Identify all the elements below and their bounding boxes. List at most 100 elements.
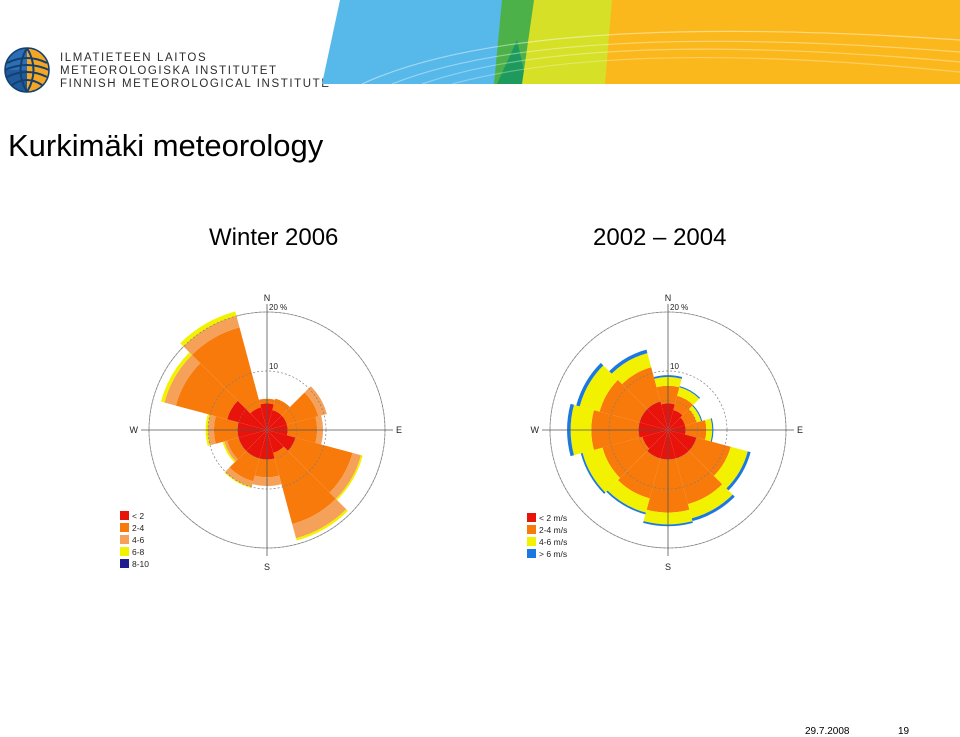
compass-label-e: E — [396, 425, 402, 435]
rose-wedge-90-bin-3 — [710, 418, 714, 442]
rose-wedge-240-bin-2 — [224, 440, 238, 462]
chart-right-subtitle: 2002 – 2004 — [593, 224, 727, 251]
rose-wedge-150-bin-2 — [292, 498, 347, 539]
compass-label-w: W — [531, 425, 540, 435]
rose-wedge-240-bin-3 — [222, 441, 236, 463]
rose-wedge-150-bin-1 — [675, 450, 723, 505]
rose-wedge-300-bin-2 — [579, 365, 618, 412]
rose-wedge-0-bin-3 — [653, 375, 683, 379]
rose-wedge-330-bin-0 — [250, 407, 267, 430]
rose-wedge-150-bin-3 — [296, 509, 348, 541]
radial-tick-label-10: 10 — [269, 362, 278, 371]
rose-wedge-300-bin-3 — [160, 352, 192, 403]
rose-wedge-120-bin-3 — [726, 451, 751, 491]
rose-wedge-300-bin-0 — [639, 409, 668, 430]
rose-wedge-330-bin-2 — [611, 353, 652, 385]
legend-label-3: > 6 m/s — [539, 549, 567, 559]
rose-wedge-150-bin-1 — [273, 446, 336, 525]
rose-wedge-120-bin-2 — [329, 452, 362, 499]
legend-swatch-2 — [527, 537, 536, 546]
rose-wedge-120-bin-1 — [688, 437, 731, 476]
rose-wedge-300-bin-1 — [599, 379, 648, 423]
legend-swatch-2 — [120, 535, 129, 544]
rose-wedge-240-bin-0 — [238, 430, 267, 451]
rose-wedge-300-bin-3 — [576, 362, 604, 407]
radial-tick-label-10: 10 — [670, 362, 679, 371]
compass-label-e: E — [797, 425, 803, 435]
rose-wedge-210-bin-0 — [647, 430, 668, 459]
org-name-finnish: ILMATIETEEN LAITOS — [60, 52, 208, 64]
rose-wedge-240-bin-1 — [227, 437, 247, 460]
rose-wedge-210-bin-2 — [225, 467, 254, 487]
rose-wedge-30-bin-1 — [673, 395, 694, 416]
rose-wedge-330-bin-1 — [191, 327, 261, 414]
compass-label-n: N — [665, 293, 672, 303]
rose-wedge-150-bin-2 — [687, 484, 733, 519]
compass-label-s: S — [665, 562, 671, 572]
rose-wedge-120-bin-0 — [668, 430, 697, 451]
footer-date: 29.7.2008 — [805, 726, 850, 737]
legend-label-2: 4-6 — [132, 535, 145, 545]
legend-swatch-3 — [527, 549, 536, 558]
rose-wedge-210-bin-1 — [229, 450, 260, 482]
rose-wedge-60-bin-2 — [304, 386, 327, 417]
header: ILMATIETEEN LAITOS METEOROLOGISKA INSTIT… — [0, 0, 960, 100]
rose-wedge-120-bin-1 — [287, 437, 353, 493]
rose-wedge-30-bin-0 — [668, 410, 683, 430]
rose-wedge-60-bin-3 — [692, 404, 703, 422]
rose-wedge-240-bin-1 — [602, 436, 650, 478]
rose-wedge-30-bin-0 — [267, 410, 282, 430]
rose-wedge-30-bin-3 — [679, 386, 701, 399]
rose-wedge-300-bin-1 — [175, 363, 238, 420]
rose-wedge-240-bin-3 — [580, 452, 606, 494]
rose-wedge-240-bin-0 — [642, 430, 668, 449]
radial-tick-label-20: 20 % — [269, 303, 287, 312]
org-name-swedish: METEOROLOGISKA INSTITUTET — [60, 65, 278, 77]
org-name-english: FINNISH METEOROLOGICAL INSTITUTE — [60, 78, 331, 90]
compass-label-s: S — [264, 562, 270, 572]
rose-wedge-210-bin-1 — [617, 450, 661, 499]
rose-wedge-330-bin-1 — [622, 367, 661, 410]
rose-wedge-330-bin-2 — [183, 316, 240, 355]
rose-wedge-210-bin-3 — [224, 471, 252, 489]
slide-title: Kurkimäki meteorology — [8, 128, 324, 163]
rose-wedge-300-bin-0 — [227, 400, 267, 430]
legend-label-4: 8-10 — [132, 559, 149, 569]
rose-wedge-60-bin-0 — [267, 415, 287, 430]
rose-wedge-120-bin-2 — [713, 446, 748, 489]
header-color-banner — [322, 0, 960, 84]
fmi-globe-logo-icon — [4, 47, 50, 93]
rose-wedge-120-bin-0 — [267, 430, 296, 451]
legend-label-1: 2-4 — [132, 523, 145, 533]
chart-left-subtitle: Winter 2006 — [209, 224, 339, 251]
radial-tick-label-20: 20 % — [670, 303, 688, 312]
compass-label-n: N — [264, 293, 271, 303]
legend-label-0: < 2 m/s — [539, 513, 567, 523]
legend-swatch-4 — [120, 559, 129, 568]
legend-swatch-0 — [120, 511, 129, 520]
legend-swatch-0 — [527, 513, 536, 522]
rose-wedge-300-bin-2 — [164, 354, 201, 406]
rose-wedge-60-bin-2 — [688, 405, 702, 423]
rose-wedge-150-bin-3 — [691, 494, 735, 522]
footer-page-number: 19 — [898, 726, 910, 737]
wind-rose-2002-2004: N E S W 10 20 % < 2 m/s 2-4 m/s 4-6 m/s > 6 m/s — [527, 293, 803, 572]
wind-rose-winter-2006: N E S W 10 20 % < 2 2-4 4-6 6-8 8-10 — [120, 293, 402, 572]
legend-label-2: 4-6 m/s — [539, 537, 567, 547]
rose-wedge-210-bin-3 — [606, 490, 646, 515]
rose-wedge-330-bin-3 — [180, 311, 237, 347]
rose-wedge-150-bin-0 — [267, 430, 284, 453]
rose-wedge-30-bin-2 — [677, 387, 700, 405]
rose-wedge-330-bin-3 — [609, 349, 648, 374]
rose-wedge-180-bin-3 — [643, 521, 693, 527]
legend-swatch-1 — [120, 523, 129, 532]
compass-label-w: W — [130, 425, 139, 435]
rose-wedge-60-bin-1 — [680, 409, 697, 426]
rose-wedge-240-bin-2 — [582, 447, 621, 493]
rose-wedge-210-bin-2 — [607, 480, 650, 513]
legend-swatch-1 — [527, 525, 536, 534]
rose-wedge-30-bin-1 — [272, 398, 290, 416]
rose-wedge-60-bin-0 — [668, 417, 686, 430]
rose-wedge-210-bin-0 — [246, 430, 267, 459]
legend-swatch-3 — [120, 547, 129, 556]
